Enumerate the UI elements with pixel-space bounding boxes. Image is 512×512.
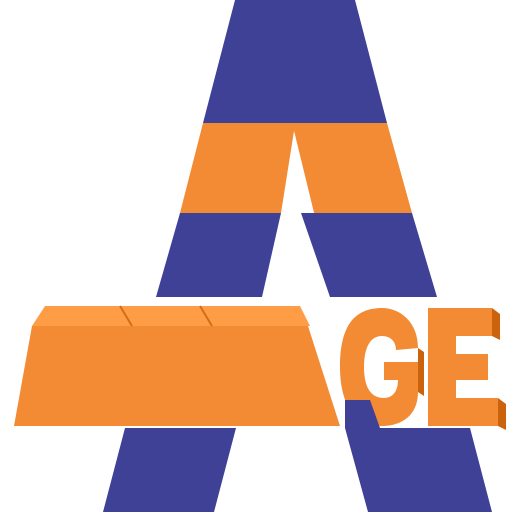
letter-g-shadow: [418, 348, 424, 396]
letter-a-left-leg: [156, 213, 281, 297]
letter-e-shadow: [492, 308, 500, 340]
orange-bar: [14, 306, 340, 426]
letter-a-lower-left-leg: [103, 428, 236, 512]
letter-a-orange-band: [180, 123, 412, 213]
orange-bar-top-edge: [32, 306, 310, 326]
letter-a: [103, 0, 492, 512]
orange-bar-face: [14, 326, 340, 426]
letter-e-shadow-bottom: [498, 398, 506, 430]
letter-a-lower-right-leg: [345, 428, 492, 512]
letter-a-right-leg: [301, 213, 437, 297]
letter-a-top-band: [203, 0, 387, 123]
letter-e: [428, 308, 506, 430]
letter-e-body: [428, 308, 498, 426]
